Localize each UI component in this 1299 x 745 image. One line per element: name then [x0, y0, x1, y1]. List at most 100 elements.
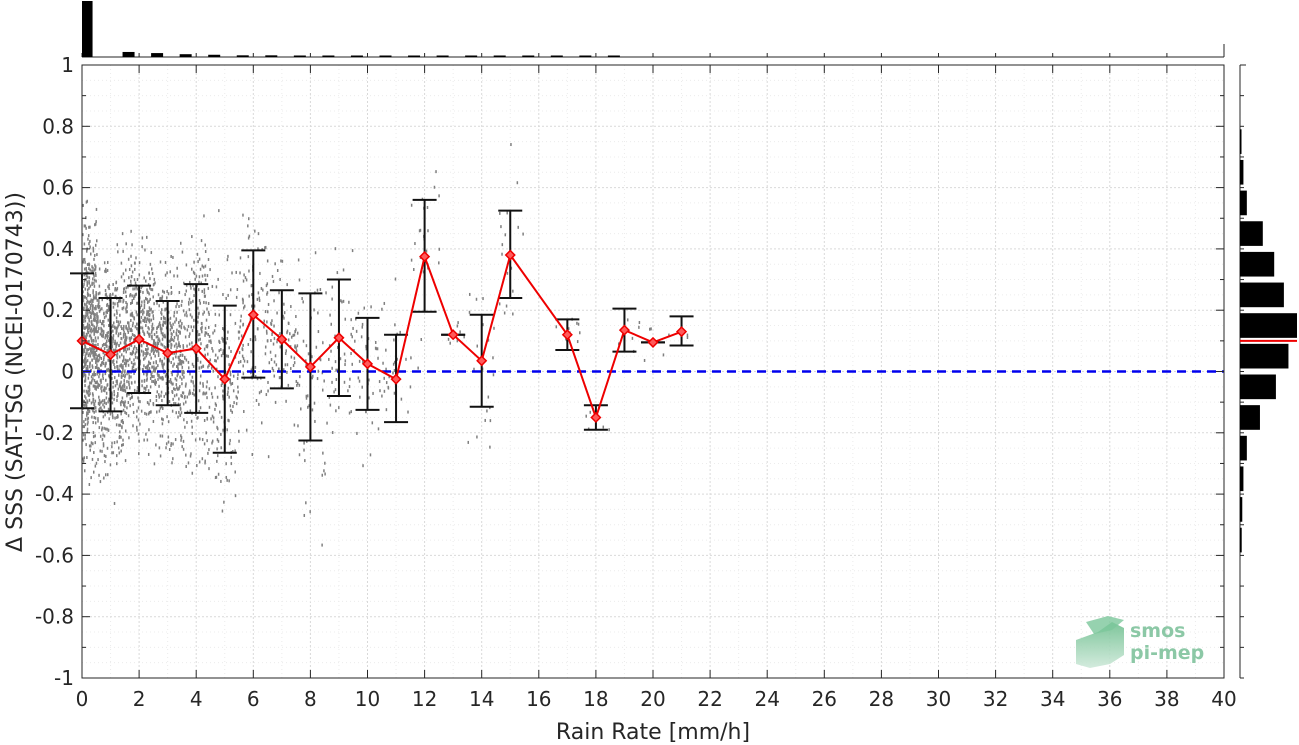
scatter-point [211, 347, 213, 351]
scatter-point [239, 271, 241, 275]
scatter-point [272, 369, 275, 373]
scatter-point [95, 316, 97, 320]
scatter-point [126, 302, 128, 306]
scatter-point [192, 392, 194, 396]
scatter-point [189, 332, 191, 336]
scatter-point [130, 375, 132, 379]
scatter-point [307, 405, 309, 409]
scatter-point [126, 347, 129, 351]
scatter-point [113, 362, 115, 366]
scatter-point [296, 331, 299, 335]
scatter-point [144, 366, 147, 370]
scatter-point [188, 342, 191, 346]
scatter-point [170, 291, 173, 295]
scatter-point [368, 396, 370, 400]
scatter-point [93, 384, 96, 388]
scatter-point [107, 407, 110, 411]
scatter-point [172, 387, 175, 391]
scatter-point [191, 341, 193, 345]
scatter-point [240, 314, 242, 318]
scatter-point [92, 431, 95, 435]
scatter-point [306, 394, 309, 398]
scatter-point [152, 317, 155, 321]
scatter-point [267, 380, 269, 384]
scatter-point [298, 453, 301, 457]
scatter-point [316, 288, 319, 292]
scatter-point [229, 380, 231, 384]
scatter-point [296, 381, 299, 385]
scatter-point [233, 401, 235, 405]
scatter-point [135, 415, 138, 419]
scatter-point [237, 390, 239, 394]
scatter-point [208, 467, 210, 471]
scatter-point [149, 277, 151, 281]
scatter-point [263, 325, 265, 329]
scatter-point [95, 307, 97, 311]
scatter-point [504, 233, 507, 237]
scatter-point [227, 330, 229, 334]
scatter-point [187, 461, 190, 465]
scatter-point [220, 479, 222, 483]
scatter-point [161, 308, 163, 312]
scatter-point [193, 318, 195, 322]
scatter-point [203, 442, 206, 446]
scatter-point [122, 300, 124, 304]
scatter-point [125, 411, 128, 415]
scatter-point [140, 409, 143, 413]
scatter-point [90, 441, 93, 445]
scatter-point [124, 400, 126, 404]
scatter-point [121, 327, 123, 331]
scatter-point [266, 310, 269, 314]
scatter-point [201, 438, 204, 442]
scatter-point [130, 301, 132, 305]
scatter-point [186, 314, 188, 318]
scatter-point [208, 325, 210, 329]
scatter-point [99, 363, 102, 367]
scatter-point [211, 441, 213, 445]
scatter-point [91, 265, 93, 269]
scatter-point [84, 314, 87, 318]
scatter-point [87, 416, 90, 420]
scatter-point [146, 401, 149, 405]
scatter-point [475, 297, 478, 301]
scatter-point [119, 382, 121, 386]
mean-marker [247, 309, 259, 321]
scatter-point [365, 344, 367, 348]
scatter-point [208, 387, 211, 391]
scatter-point [279, 345, 282, 349]
scatter-point [195, 412, 197, 416]
scatter-point [162, 323, 165, 327]
scatter-point [101, 449, 103, 453]
scatter-point [150, 287, 152, 291]
scatter-point [254, 365, 257, 369]
scatter-point [313, 308, 315, 312]
scatter-point [142, 329, 144, 333]
scatter-point [143, 333, 146, 337]
scatter-point [92, 328, 95, 332]
scatter-point [94, 386, 96, 390]
scatter-point [220, 446, 222, 450]
scatter-point [146, 297, 148, 301]
scatter-point [517, 225, 519, 229]
scatter-point [311, 408, 314, 412]
scatter-point [287, 321, 290, 325]
scatter-point [157, 325, 160, 329]
scatter-point [84, 343, 86, 347]
scatter-point [222, 389, 224, 393]
scatter-point [111, 345, 114, 349]
scatter-point [178, 362, 181, 366]
scatter-point [361, 322, 364, 326]
scatter-point [147, 326, 149, 330]
scatter-point [146, 384, 148, 388]
scatter-point [82, 323, 85, 327]
scatter-point [482, 323, 484, 327]
scatter-point [157, 373, 159, 377]
scatter-point [300, 407, 302, 411]
scatter-point [172, 457, 174, 461]
scatter-point [203, 310, 206, 314]
scatter-point [89, 365, 91, 369]
scatter-point [87, 385, 90, 389]
scatter-point [151, 288, 154, 292]
scatter-point [95, 358, 98, 362]
scatter-point [180, 411, 183, 415]
